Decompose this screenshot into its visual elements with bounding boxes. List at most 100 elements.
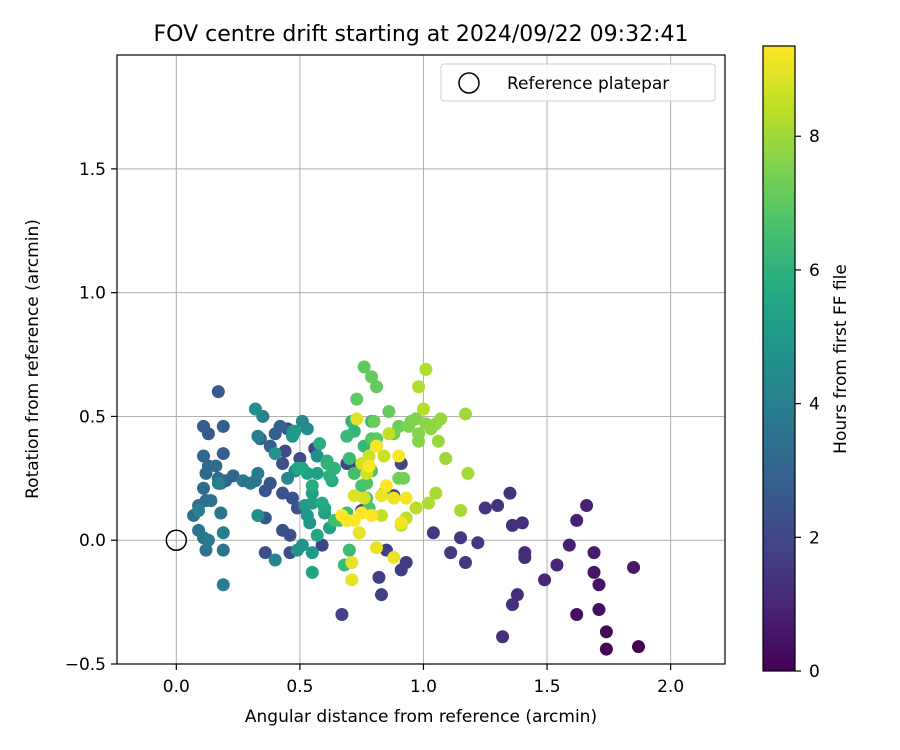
scatter-point (587, 565, 601, 579)
scatter-point (258, 546, 272, 560)
scatter-point (276, 486, 290, 500)
scatter-point (305, 496, 319, 510)
scatter-point (335, 607, 349, 621)
plot-background (117, 55, 725, 664)
scatter-point (503, 486, 517, 500)
scatter-point (379, 479, 393, 493)
scatter-point (313, 437, 327, 451)
scatter-point (211, 385, 225, 399)
scatter-point (627, 560, 641, 574)
colorbar-label: Hours from first FF file (831, 264, 851, 454)
y-tick-label: −0.5 (65, 655, 106, 675)
scatter-point (199, 543, 213, 557)
scatter-point (412, 380, 426, 394)
scatter-point (387, 491, 401, 505)
scatter-point (216, 543, 230, 557)
scatter-point (201, 427, 215, 441)
x-tick-label: 1.5 (534, 677, 561, 697)
data-points (187, 360, 645, 656)
scatter-point (431, 434, 445, 448)
scatter-point (278, 444, 292, 458)
scatter-point (587, 546, 601, 560)
scatter-point (209, 459, 223, 473)
colorbar-tick-label: 2 (809, 528, 820, 548)
scatter-point (362, 459, 376, 473)
y-tick-label: 0.0 (79, 531, 106, 551)
chart-title: FOV centre drift starting at 2024/09/22 … (154, 22, 689, 47)
scatter-point (570, 513, 584, 527)
scatter-point (347, 466, 361, 480)
scatter-point (496, 630, 510, 644)
scatter-point (377, 449, 391, 463)
scatter-point (342, 452, 356, 466)
legend-box (440, 63, 716, 102)
scatter-point (300, 422, 314, 436)
colorbar-tick-label: 8 (809, 127, 820, 147)
scatter-point (471, 536, 485, 550)
scatter-point (276, 456, 290, 470)
scatter-point (345, 556, 359, 569)
scatter-point (370, 380, 384, 394)
scatter-point (216, 419, 230, 433)
scatter-point (374, 508, 388, 522)
scatter-point (592, 578, 606, 592)
plot-area: 0.0 0.5 1.0 1.5 2.0 −0.5 0.0 0.5 1.0 1.5 (65, 54, 726, 697)
x-tick-label: 1.0 (410, 677, 437, 697)
scatter-point (458, 556, 472, 569)
scatter-point (360, 476, 374, 490)
scatter-point (458, 407, 472, 421)
colorbar-tick-label: 4 (809, 395, 820, 415)
scatter-point (592, 603, 606, 617)
colorbar-ticks: 0 2 4 6 8 (795, 127, 820, 682)
scatter-point (429, 486, 443, 500)
colorbar-tick-label: 6 (809, 261, 820, 281)
scatter-point (293, 452, 307, 466)
colorbar-tick-label: 0 (809, 662, 820, 682)
scatter-point (419, 362, 433, 376)
scatter-point (204, 494, 218, 508)
scatter-point (570, 607, 584, 621)
scatter-point (320, 456, 334, 470)
y-axis-ticks: −0.5 0.0 0.5 1.0 1.5 (65, 160, 117, 675)
scatter-point (357, 491, 371, 505)
scatter-point (342, 543, 356, 557)
scatter-point (352, 526, 366, 540)
scatter-point (214, 506, 228, 520)
scatter-point (518, 551, 532, 565)
y-tick-label: 0.5 (79, 407, 106, 427)
x-tick-label: 2.0 (657, 677, 684, 697)
scatter-point (365, 508, 379, 522)
scatter-point (370, 439, 384, 453)
scatter-point (273, 419, 287, 433)
scatter-point (251, 508, 265, 522)
scatter-point (350, 392, 364, 406)
scatter-point (268, 553, 282, 567)
scatter-point (454, 531, 468, 545)
scatter-point (382, 404, 396, 418)
scatter-point (374, 489, 388, 503)
scatter-point (216, 578, 230, 592)
scatter-point (248, 402, 262, 416)
scatter-point (197, 449, 211, 463)
scatter-point (201, 533, 215, 547)
scatter-point (370, 541, 384, 555)
scatter-point (510, 588, 524, 602)
scatter-point (345, 573, 359, 587)
scatter-point (285, 491, 299, 505)
scatter-point (283, 528, 297, 542)
scatter-point (310, 528, 324, 542)
scatter-point (335, 508, 349, 522)
reference-marker-layer (165, 529, 188, 551)
scatter-point (305, 565, 319, 579)
scatter-point (288, 424, 302, 438)
scatter-point (412, 434, 426, 448)
scatter-point (461, 466, 475, 480)
plot-frame (116, 54, 726, 665)
scatter-point (491, 499, 505, 513)
x-axis-label: Angular distance from reference (arcmin) (245, 707, 597, 727)
scatter-point (226, 469, 240, 483)
scatter-point (550, 558, 564, 572)
colorbar: 0 2 4 6 8 Hours from first FF file (762, 45, 851, 682)
scatter-point (439, 452, 453, 466)
scatter-point (305, 479, 319, 493)
